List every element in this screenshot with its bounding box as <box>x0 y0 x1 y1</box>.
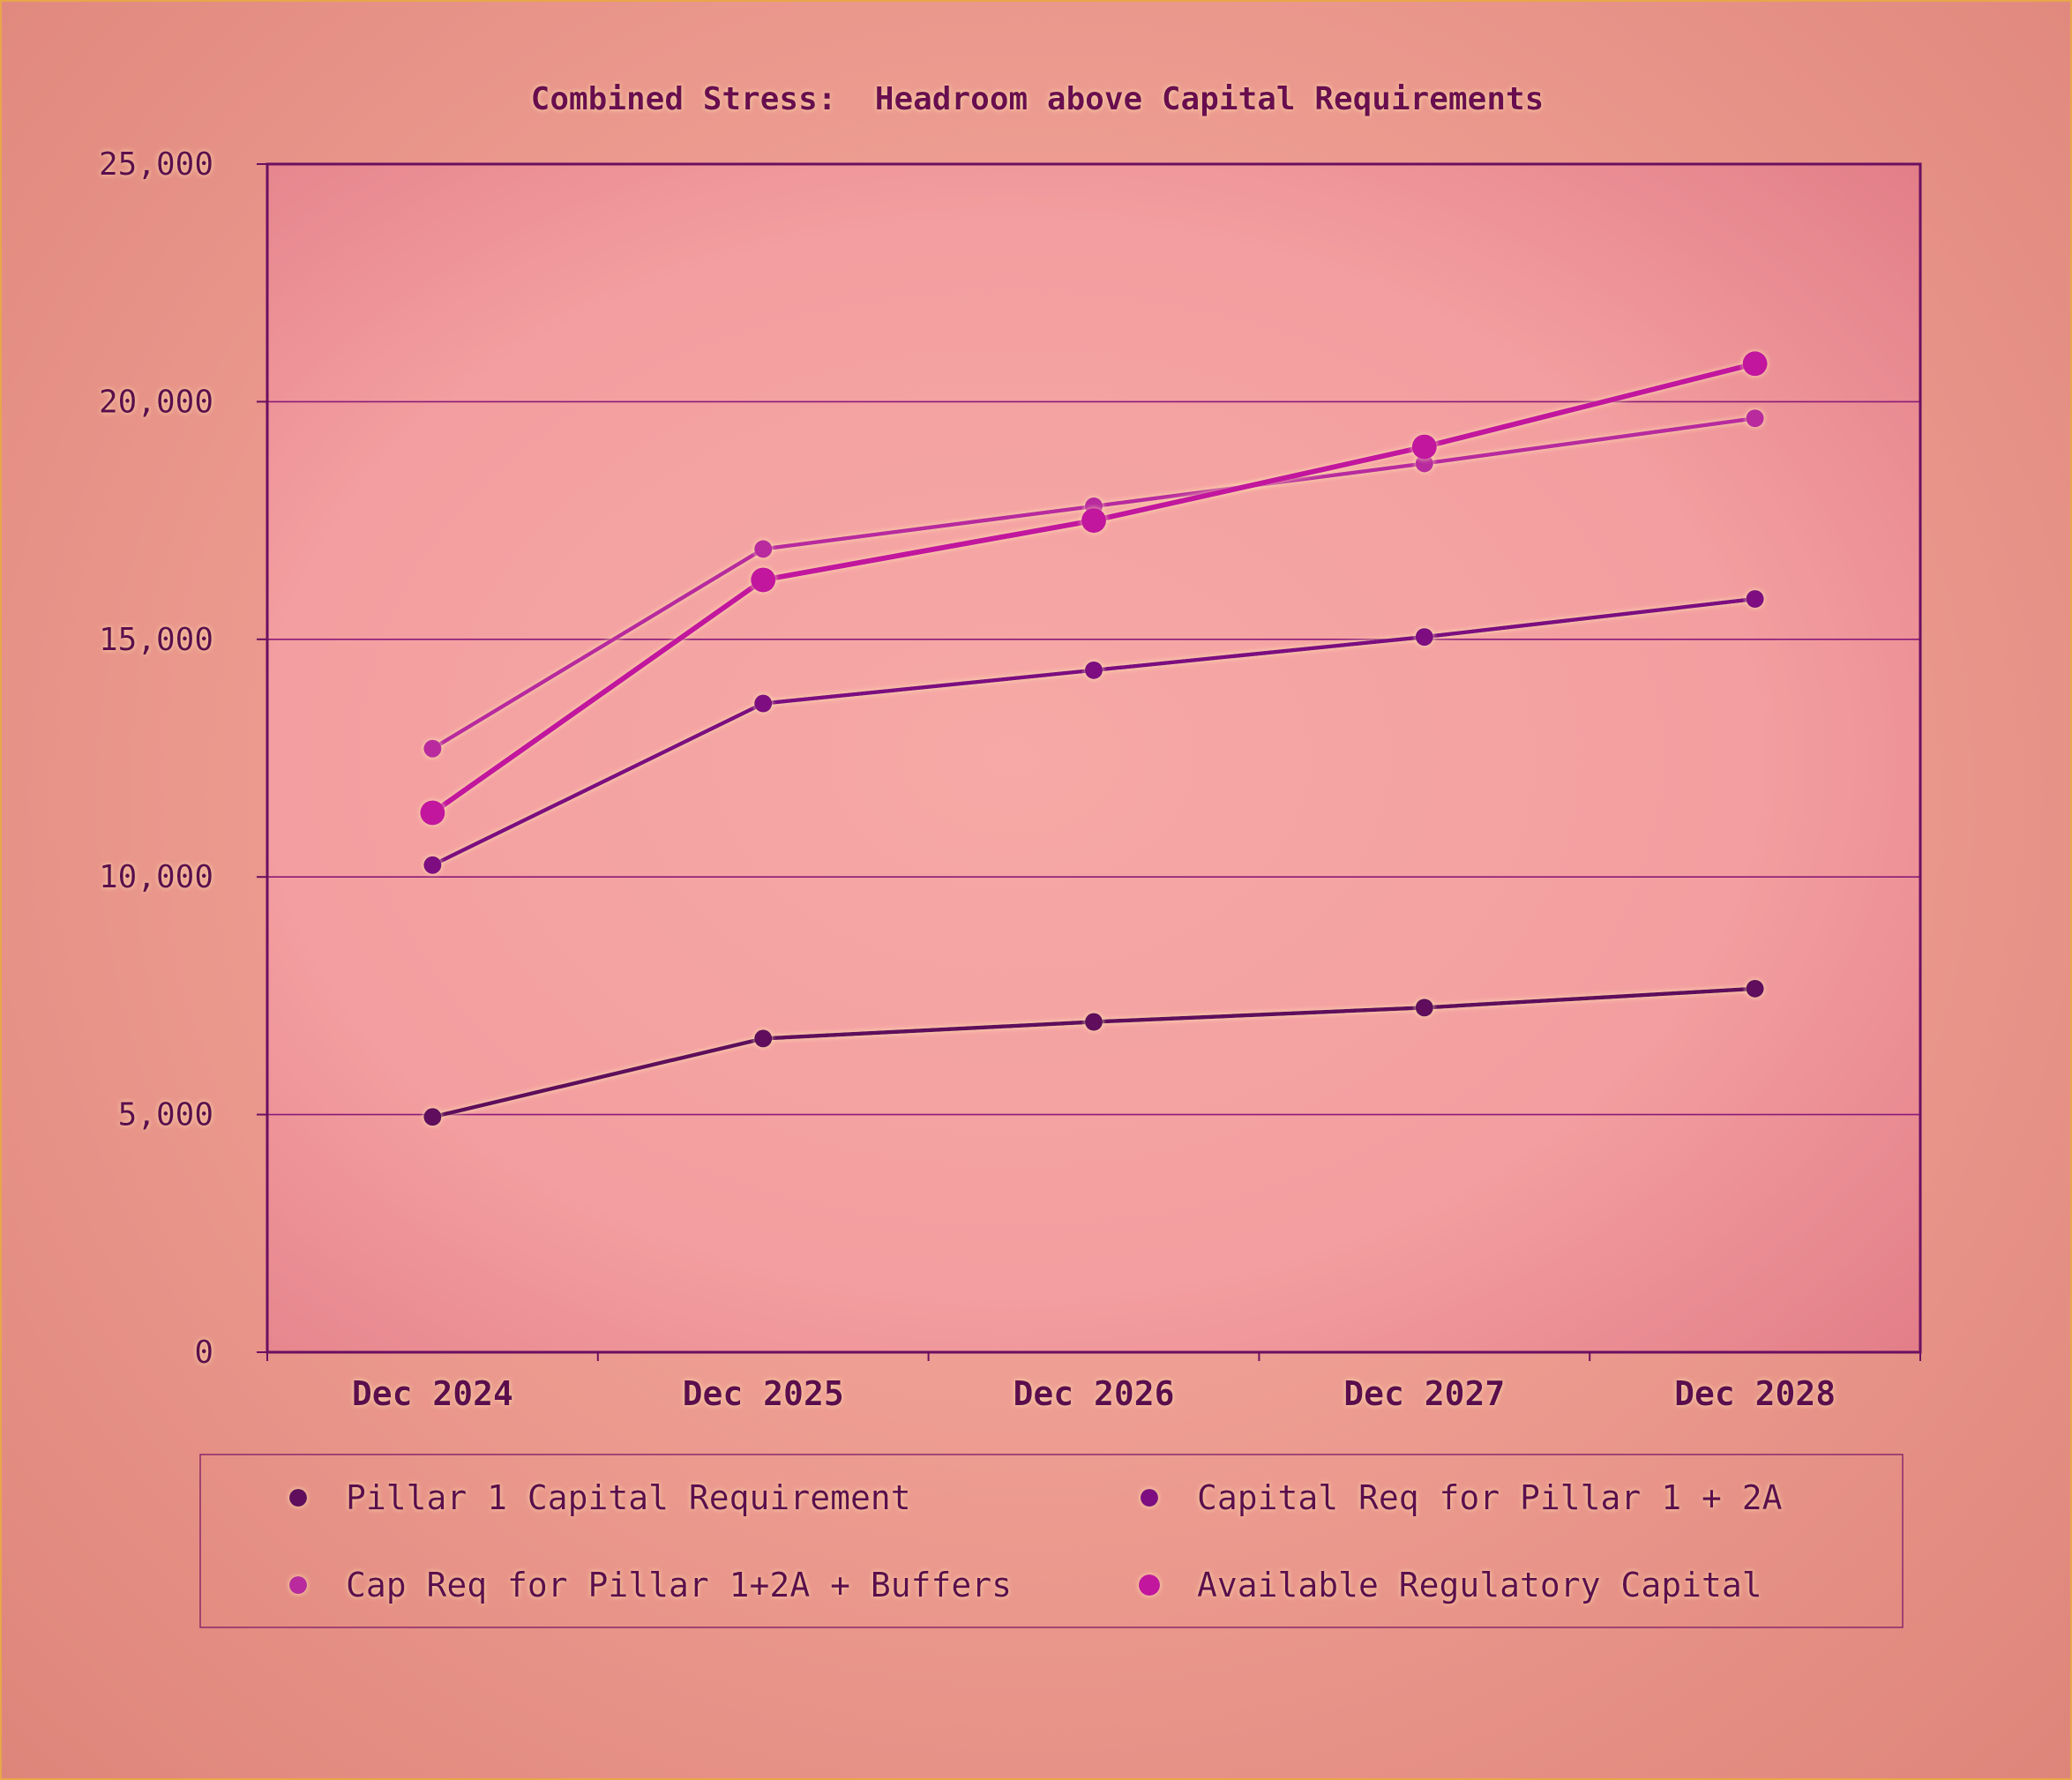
data-point <box>1746 409 1764 428</box>
y-tick-label: 25,000 <box>99 146 213 183</box>
data-point <box>1085 661 1103 679</box>
y-tick-label: 20,000 <box>99 384 213 420</box>
y-tick-label: 5,000 <box>118 1097 213 1133</box>
series-2 <box>423 590 1764 874</box>
chart-title: Combined Stress: Headroom above Capital … <box>531 81 1545 117</box>
series-lines <box>420 351 1768 1126</box>
legend: Pillar 1 Capital Requirement Capital Req … <box>258 1478 1783 1604</box>
data-point <box>1081 508 1106 534</box>
data-point <box>423 856 442 874</box>
legend-item: Cap Req for Pillar 1+2A + Buffers <box>258 1566 1012 1604</box>
data-point <box>754 1029 773 1048</box>
x-tick-label: Dec 2025 <box>683 1374 844 1413</box>
legend-label: Capital Req for Pillar 1 + 2A <box>1197 1478 1783 1517</box>
data-point <box>1411 434 1437 460</box>
data-point <box>1415 454 1433 473</box>
data-point <box>1742 351 1768 377</box>
legend-label: Available Regulatory Capital <box>1197 1566 1762 1604</box>
data-point <box>1415 998 1433 1017</box>
data-point <box>1746 979 1764 998</box>
y-tick-label: 10,000 <box>99 859 213 895</box>
y-tick-label: 15,000 <box>99 622 213 658</box>
legend-swatch-marker <box>1139 1574 1160 1596</box>
legend-swatch-marker <box>289 1576 307 1594</box>
data-point <box>1746 590 1764 609</box>
legend-item: Available Regulatory Capital <box>1109 1566 1762 1604</box>
axes <box>257 162 1922 1361</box>
data-point <box>1415 628 1433 647</box>
series-1 <box>423 979 1764 1126</box>
plot-area <box>267 164 1920 1352</box>
legend-label: Pillar 1 Capital Requirement <box>346 1478 911 1517</box>
x-tick-label: Dec 2027 <box>1343 1374 1505 1413</box>
data-point <box>751 567 776 593</box>
plot-border <box>266 162 1922 1354</box>
data-point <box>1085 1013 1103 1031</box>
y-axis-tick-labels: 0 5,000 10,000 15,000 20,000 25,000 <box>99 146 213 1371</box>
legend-swatch-marker <box>1141 1489 1158 1507</box>
data-point <box>754 694 773 713</box>
legend-item: Capital Req for Pillar 1 + 2A <box>1109 1478 1783 1517</box>
x-tick-label: Dec 2028 <box>1674 1374 1836 1413</box>
legend-box <box>199 1454 1904 1628</box>
data-point <box>754 540 773 558</box>
data-point <box>423 739 442 758</box>
legend-item: Pillar 1 Capital Requirement <box>258 1478 911 1517</box>
series-3 <box>423 409 1764 758</box>
data-point <box>420 800 445 826</box>
legend-swatch-marker <box>289 1489 307 1507</box>
x-tick-label: Dec 2026 <box>1013 1374 1174 1413</box>
series-4 <box>420 351 1768 826</box>
legend-label: Cap Req for Pillar 1+2A + Buffers <box>346 1566 1012 1604</box>
data-point <box>423 1108 442 1126</box>
x-axis-tick-labels: Dec 2024 Dec 2025 Dec 2026 Dec 2027 Dec 2028 <box>352 1374 1836 1413</box>
x-tick-label: Dec 2024 <box>352 1374 513 1413</box>
y-tick-label: 0 <box>194 1335 213 1371</box>
